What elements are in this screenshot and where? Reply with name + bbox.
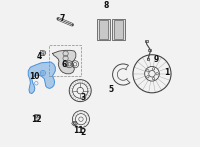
Text: 9: 9: [154, 55, 159, 64]
Text: 7: 7: [60, 14, 65, 23]
Polygon shape: [40, 50, 46, 56]
Text: 5: 5: [108, 85, 114, 94]
Text: 12: 12: [31, 115, 42, 124]
Text: 8: 8: [104, 1, 109, 10]
Text: 1: 1: [164, 68, 169, 77]
Bar: [112, 19, 125, 40]
Polygon shape: [52, 50, 76, 74]
Text: 2: 2: [81, 128, 86, 137]
Bar: [99, 20, 108, 39]
Text: 6: 6: [61, 60, 67, 69]
Text: 3: 3: [81, 93, 86, 102]
Bar: [97, 19, 110, 40]
Text: 4: 4: [37, 52, 42, 61]
Bar: [145, 40, 148, 42]
Bar: [114, 20, 123, 39]
Polygon shape: [28, 62, 55, 93]
Polygon shape: [34, 114, 40, 118]
Bar: [147, 58, 149, 60]
Bar: [148, 49, 151, 51]
Text: 11: 11: [74, 126, 84, 135]
Polygon shape: [72, 121, 77, 126]
Text: 10: 10: [30, 72, 40, 81]
